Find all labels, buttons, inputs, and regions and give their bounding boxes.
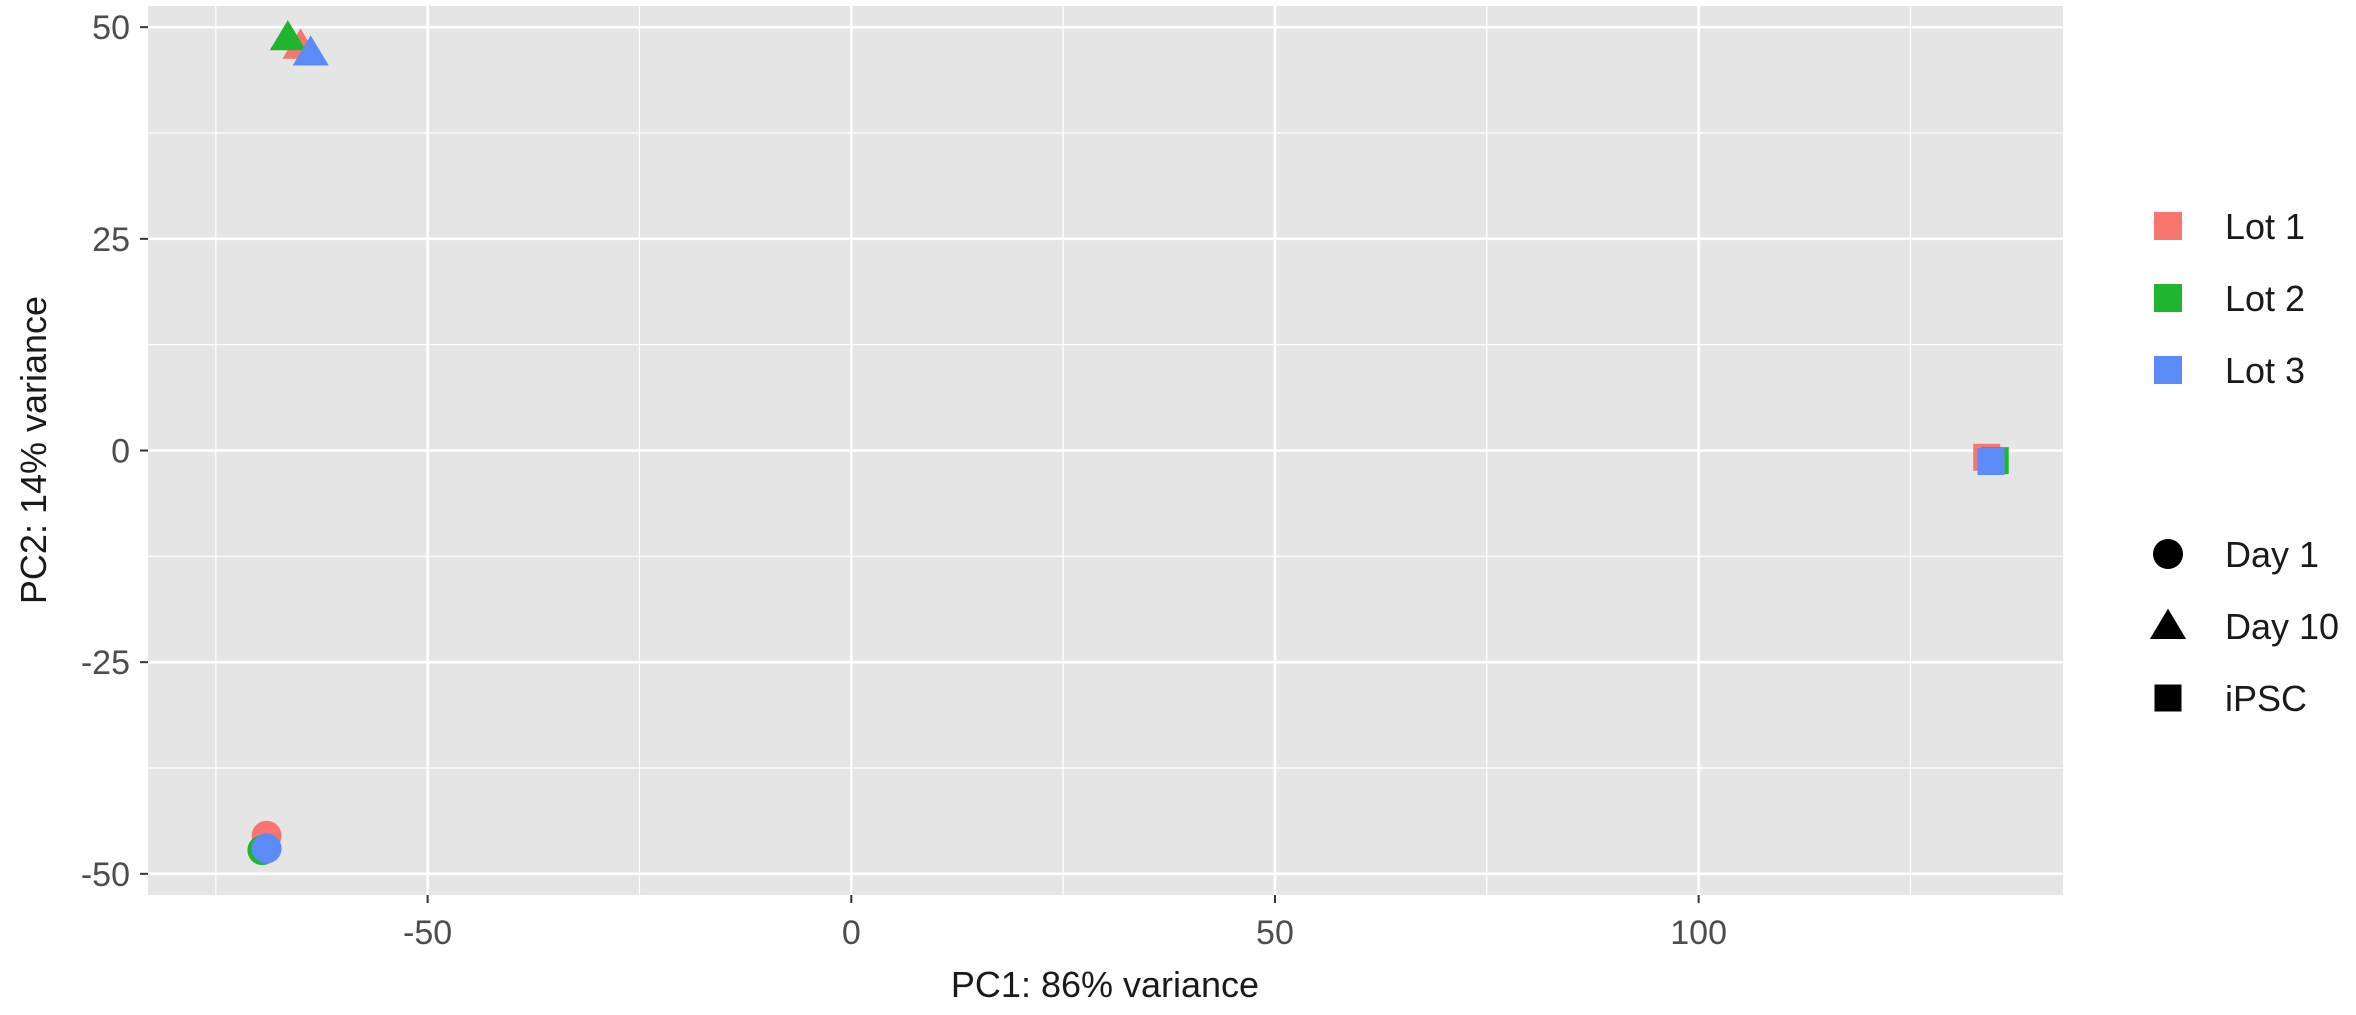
legend-shape-key bbox=[2154, 684, 2182, 712]
point-triangle bbox=[269, 20, 306, 51]
x-tick-label: 100 bbox=[1670, 914, 1727, 952]
point-square bbox=[1977, 448, 2005, 476]
legend-shape-label: Day 10 bbox=[2225, 606, 2339, 647]
point-triangle bbox=[292, 35, 329, 66]
legend-shape-key bbox=[2149, 608, 2187, 639]
legend-shape-key bbox=[2153, 539, 2183, 569]
y-tick-label: 50 bbox=[92, 9, 130, 47]
point-circle bbox=[251, 833, 282, 864]
y-tick-label: 25 bbox=[92, 221, 130, 259]
legend-color-key bbox=[2154, 212, 2182, 240]
legend-shape-label: Day 1 bbox=[2225, 534, 2319, 575]
x-tick-label: 50 bbox=[1256, 914, 1294, 952]
legend-color-key bbox=[2154, 284, 2182, 312]
axes: -50 0 50 100 -50 -25 0 25 50 bbox=[81, 9, 1727, 952]
y-tick-label: 0 bbox=[111, 433, 130, 471]
legend: Lot 1 Lot 2 Lot 3 Day 1 Day 10 iPSC bbox=[2149, 206, 2339, 719]
x-tick-label: 0 bbox=[842, 914, 861, 952]
legend-color-key bbox=[2154, 356, 2182, 384]
y-tick-label: -50 bbox=[81, 856, 130, 894]
y-tick-label: -25 bbox=[81, 644, 130, 682]
x-tick-label: -50 bbox=[403, 914, 452, 952]
y-axis-title: PC2: 14% variance bbox=[13, 296, 54, 604]
legend-color-label: Lot 3 bbox=[2225, 350, 2305, 391]
legend-color-label: Lot 2 bbox=[2225, 278, 2305, 319]
grid-major bbox=[148, 6, 2063, 895]
data-points bbox=[247, 20, 2009, 866]
x-axis-title: PC1: 86% variance bbox=[951, 964, 1259, 1005]
legend-color-label: Lot 1 bbox=[2225, 206, 2305, 247]
legend-shape-label: iPSC bbox=[2225, 678, 2307, 719]
